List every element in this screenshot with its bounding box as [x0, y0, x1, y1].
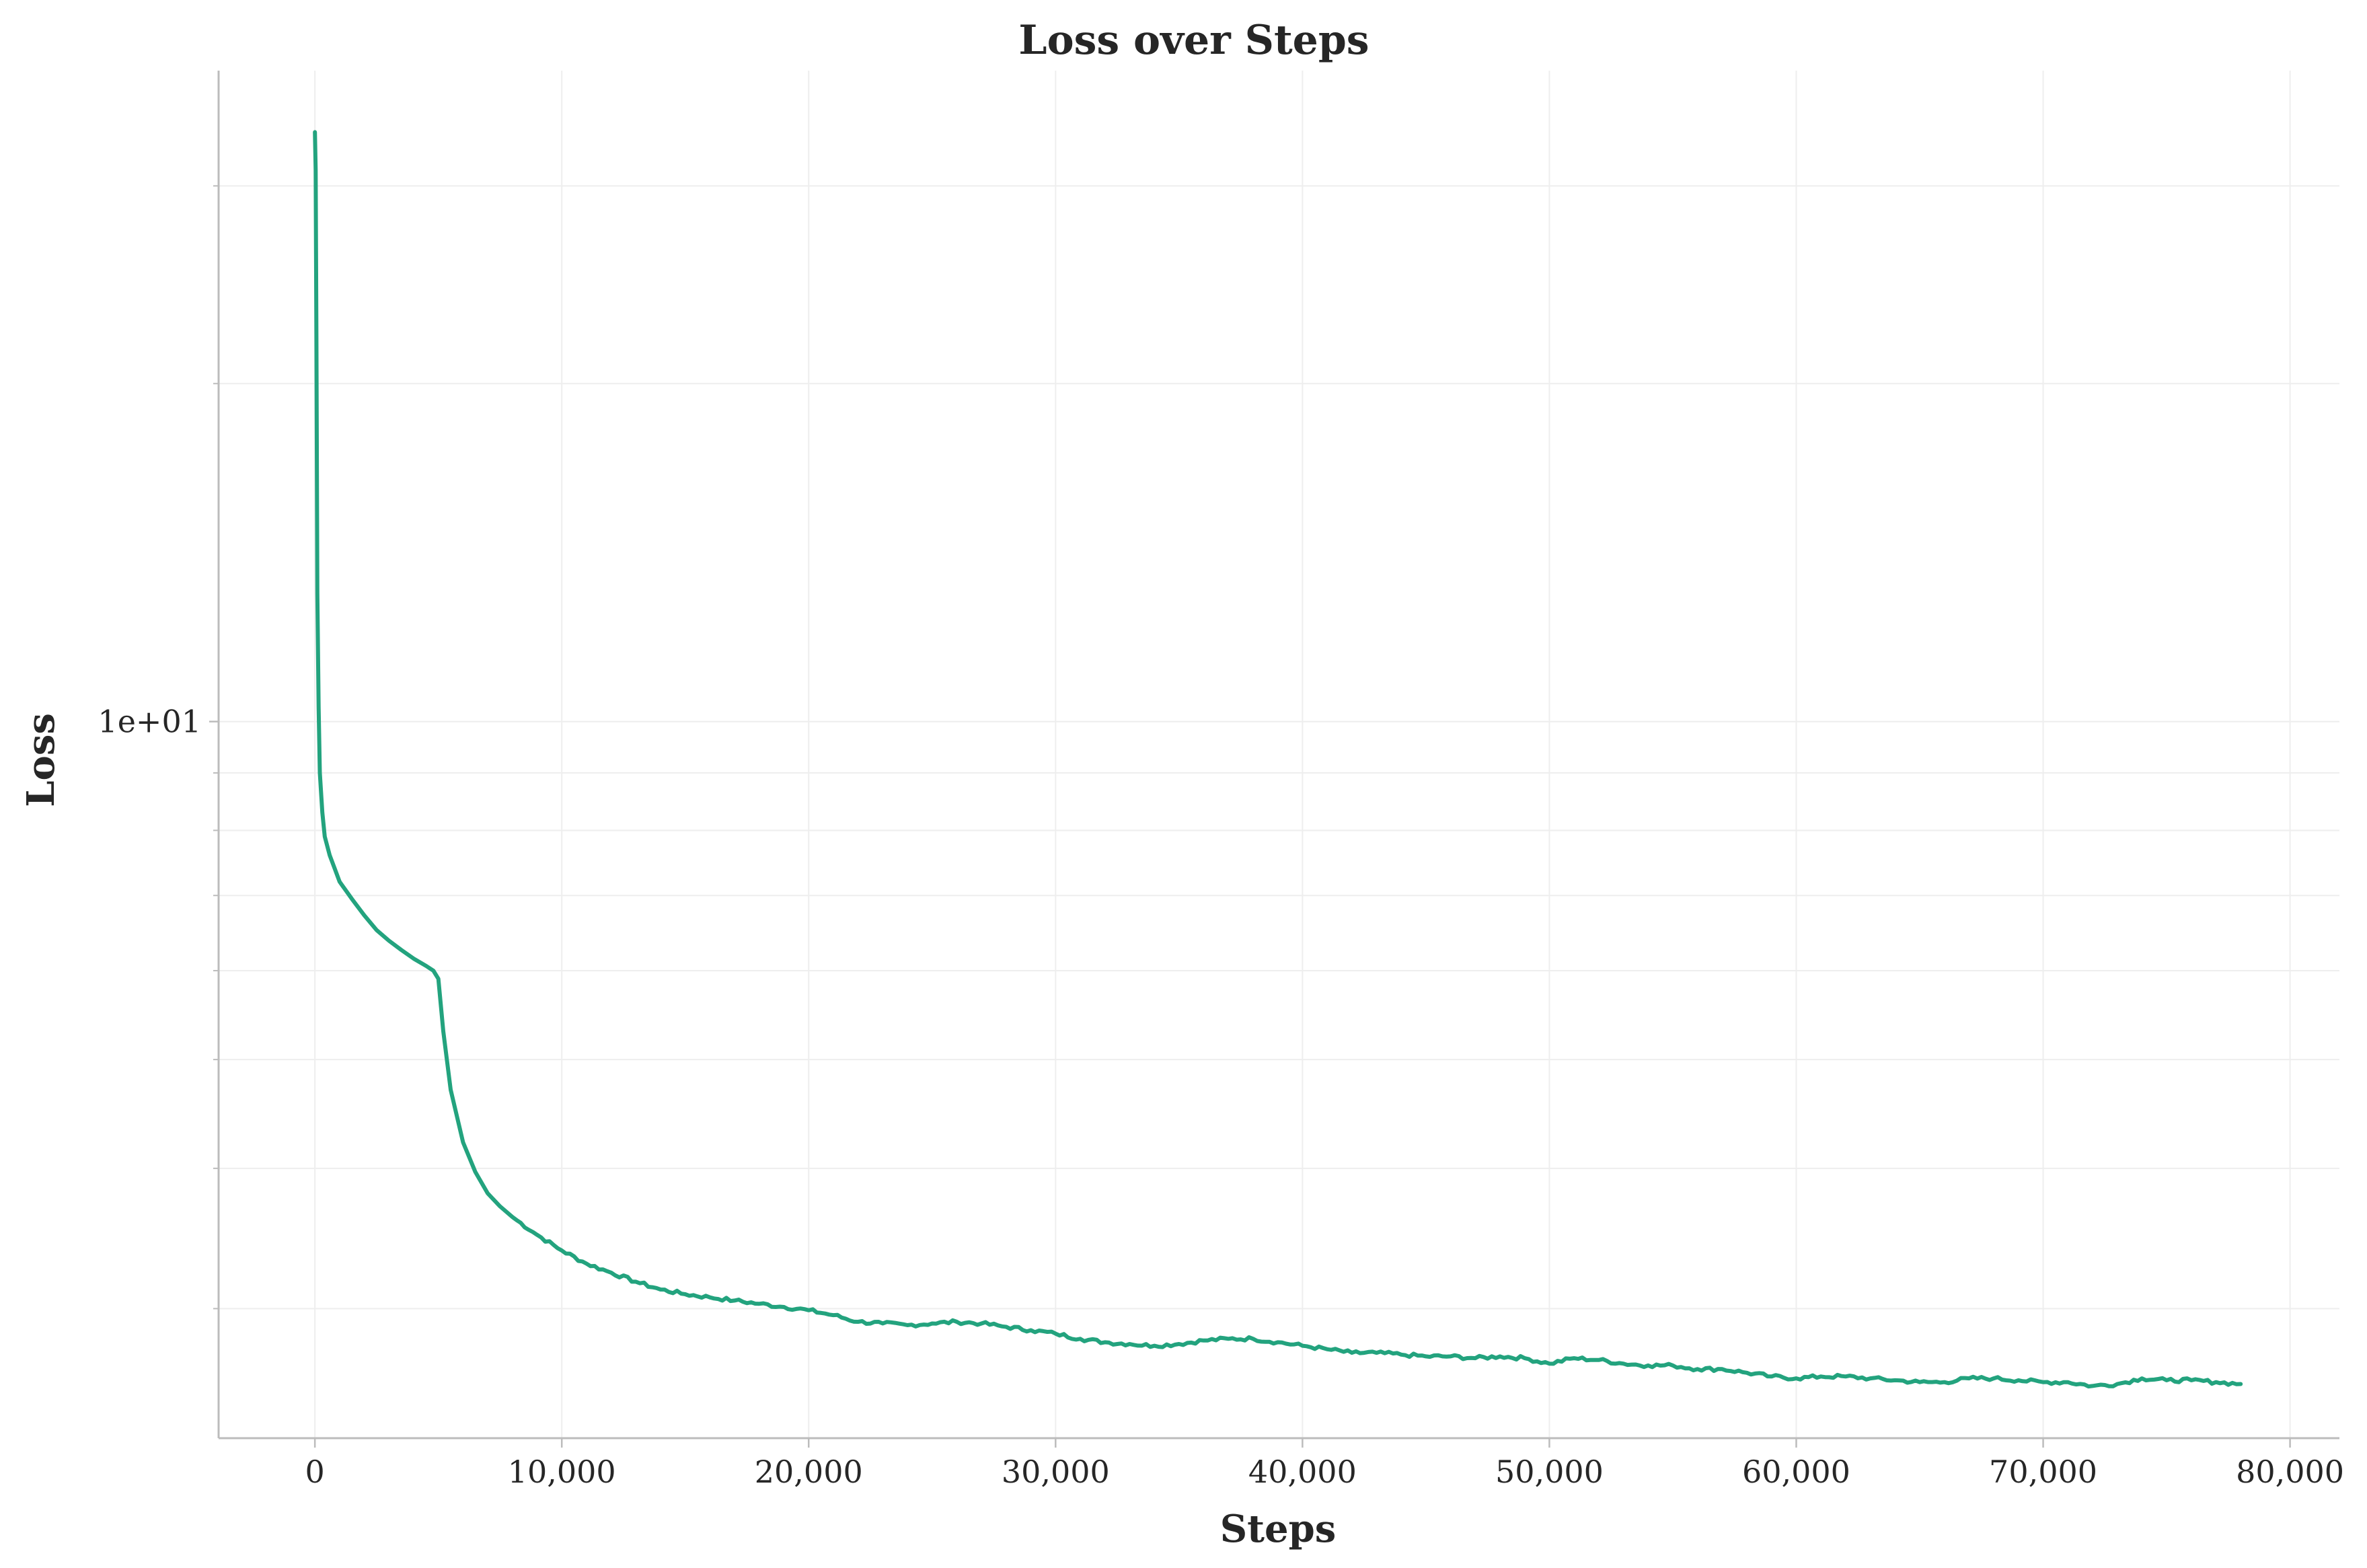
x-tick-label: 0: [305, 1454, 325, 1490]
x-tick-label: 20,000: [755, 1454, 863, 1490]
x-tick-label: 40,000: [1248, 1454, 1357, 1490]
chart-title: Loss over Steps: [1018, 17, 1369, 64]
grid: [219, 71, 2339, 1438]
x-tick-label: 50,000: [1495, 1454, 1604, 1490]
x-tick-label: 30,000: [1002, 1454, 1110, 1490]
axes: [217, 71, 2339, 1440]
x-tick-label: 70,000: [1989, 1454, 2097, 1490]
x-axis-label: Steps: [1220, 1507, 1337, 1551]
x-tick-label: 10,000: [508, 1454, 616, 1490]
x-tick-label: 80,000: [2236, 1454, 2344, 1490]
y-axis-label: Loss: [19, 713, 63, 807]
loss-series-line: [313, 130, 2243, 1389]
y-tick-label: 1e+01: [98, 704, 201, 740]
series: [313, 130, 2243, 1389]
ticks: 0 10,000 20,000 30,000 40,000 50,000 60,000 70,…: [98, 185, 2344, 1490]
x-tick-label: 60,000: [1742, 1454, 1850, 1490]
